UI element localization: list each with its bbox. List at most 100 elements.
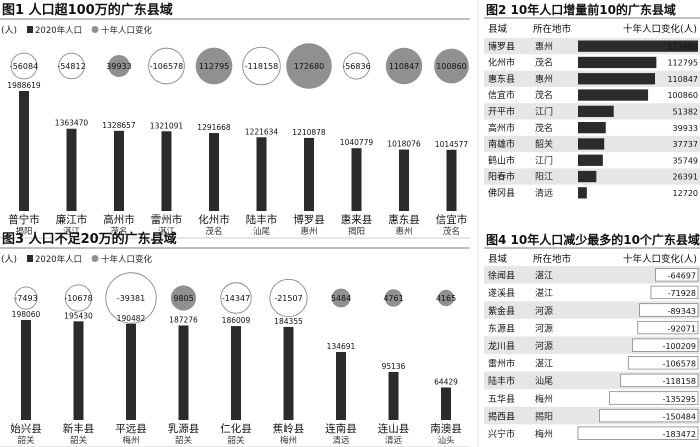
bubble-label: 100860: [436, 62, 467, 71]
bubble-label: -56084: [10, 62, 38, 71]
fig1-unit: (人): [1, 25, 17, 36]
table-cell-value: 26391: [673, 173, 698, 182]
table-bar-decrease: [609, 391, 699, 405]
bar-label: 1210878: [292, 128, 326, 137]
bar-fig1-8: [399, 149, 409, 211]
bar-fig1-5: [256, 137, 267, 211]
bar-label: 1014577: [435, 140, 469, 149]
fig1-title: 图1 人口超100万的广东县域: [2, 2, 173, 18]
city-label: 汕头: [437, 435, 455, 446]
column-header-change: 十年人口变化(人): [623, 23, 697, 35]
fig1-legend-change: 十年人口变化: [101, 25, 153, 36]
bar-fig1-2: [114, 130, 124, 211]
bubble-label: -54812: [57, 62, 85, 71]
bubble-label: 172680: [294, 62, 325, 71]
bar-fig3-3: [178, 325, 189, 420]
city-label: 惠州: [300, 226, 317, 237]
category-label: 蕉岭县: [273, 422, 305, 435]
table-cell-county: 龙川县: [488, 340, 515, 352]
bubble-label: -39381: [117, 294, 145, 303]
table-cell-city: 江门: [535, 154, 553, 166]
table-bar-decrease: [627, 356, 699, 370]
table-cell-value: -92071: [668, 324, 696, 333]
table-bar-increase: [578, 122, 606, 134]
table-cell-value: -64697: [668, 272, 696, 281]
bubble-fig3-1: [64, 284, 93, 312]
bar-label: 1988619: [7, 81, 41, 90]
category-label: 连南县: [325, 422, 357, 435]
table-cell-value: 51382: [673, 108, 698, 117]
fig3-legend-bubble-swatch: [91, 255, 99, 262]
table-row-band: [484, 266, 700, 284]
fig3-legend-bar-swatch: [27, 255, 33, 262]
bubble-label: 4165: [436, 294, 456, 303]
table-cell-county: 兴宁市: [488, 428, 515, 440]
bar-label: 195430: [64, 311, 93, 320]
table-cell-city: 河源: [535, 305, 553, 317]
table-cell-county: 博罗县: [488, 40, 515, 52]
table-cell-county: 陆丰市: [488, 375, 515, 387]
table-cell-value: 39933: [673, 124, 698, 133]
bar-fig3-5: [283, 326, 294, 420]
table-cell-value: -71928: [668, 289, 696, 298]
bubble-fig1-4: [195, 47, 233, 85]
table-cell-value: 172680: [667, 42, 698, 51]
table-cell-value: -135295: [663, 395, 696, 404]
category-label: 乳源县: [168, 422, 200, 435]
table-bar-decrease: [650, 285, 699, 300]
bar-fig1-3: [161, 131, 172, 211]
bar-label: 1018076: [387, 140, 421, 149]
bar-fig3-2: [126, 323, 136, 420]
table-cell-value: 112795: [667, 59, 698, 68]
category-label: 信宜市: [436, 213, 468, 226]
category-label: 仁化县: [220, 422, 252, 435]
category-label: 廉江市: [56, 213, 88, 226]
city-label: 茂名: [110, 226, 127, 237]
table-bar-decrease: [632, 338, 699, 352]
table-cell-value: -106578: [663, 360, 696, 369]
bubble-fig3-6: [331, 288, 351, 308]
bubble-fig3-7: [384, 289, 403, 307]
table-cell-value: -150484: [663, 412, 696, 421]
bubble-fig3-3: [170, 285, 197, 311]
city-label: 梅州: [280, 435, 297, 446]
category-label: 新丰县: [63, 422, 95, 435]
table-cell-city: 茂名: [535, 89, 553, 101]
bubble-fig3-0: [14, 286, 38, 310]
table-cell-county: 佛冈县: [488, 187, 515, 199]
bar-label: 1328657: [102, 121, 136, 130]
bar-label: 190482: [117, 314, 146, 323]
bubble-label: -118158: [245, 62, 278, 71]
table-cell-city: 梅州: [535, 428, 553, 440]
city-label: 韶关: [17, 435, 35, 446]
table-cell-value: -183472: [663, 430, 696, 439]
table-bar-increase: [578, 73, 656, 85]
fig3-title: 图3 人口不足20万的广东县域: [2, 231, 177, 247]
bubble-fig1-1: [58, 52, 85, 80]
bubble-fig1-7: [342, 52, 371, 80]
bubble-fig3-5: [269, 278, 308, 318]
table-cell-county: 开平市: [488, 106, 515, 118]
category-label: 化州市: [198, 213, 230, 226]
fig3-legend-population: 2020年人口: [35, 254, 82, 265]
city-label: 惠州: [395, 226, 412, 237]
column-header-city: 所在地市: [533, 23, 572, 35]
bubble-label: -21507: [274, 294, 302, 303]
table-bar-increase: [578, 56, 657, 69]
category-label: 连山县: [378, 422, 410, 435]
table-cell-county: 揭西县: [488, 410, 515, 422]
bubble-fig1-2: [108, 55, 130, 77]
table-cell-value: -118158: [663, 377, 696, 386]
city-label: 清远: [332, 435, 350, 446]
city-label: 湛江: [158, 227, 176, 237]
table-bar-decrease: [655, 268, 699, 282]
table-cell-county: 遂溪县: [488, 287, 515, 299]
column-header-county: 县域: [488, 253, 508, 265]
bar-label: 1363470: [55, 119, 89, 128]
bubble-fig1-6: [286, 43, 332, 89]
bubble-label: 110847: [389, 62, 420, 71]
bubble-fig3-2: [105, 272, 157, 324]
bubble-label: -106578: [150, 62, 183, 71]
